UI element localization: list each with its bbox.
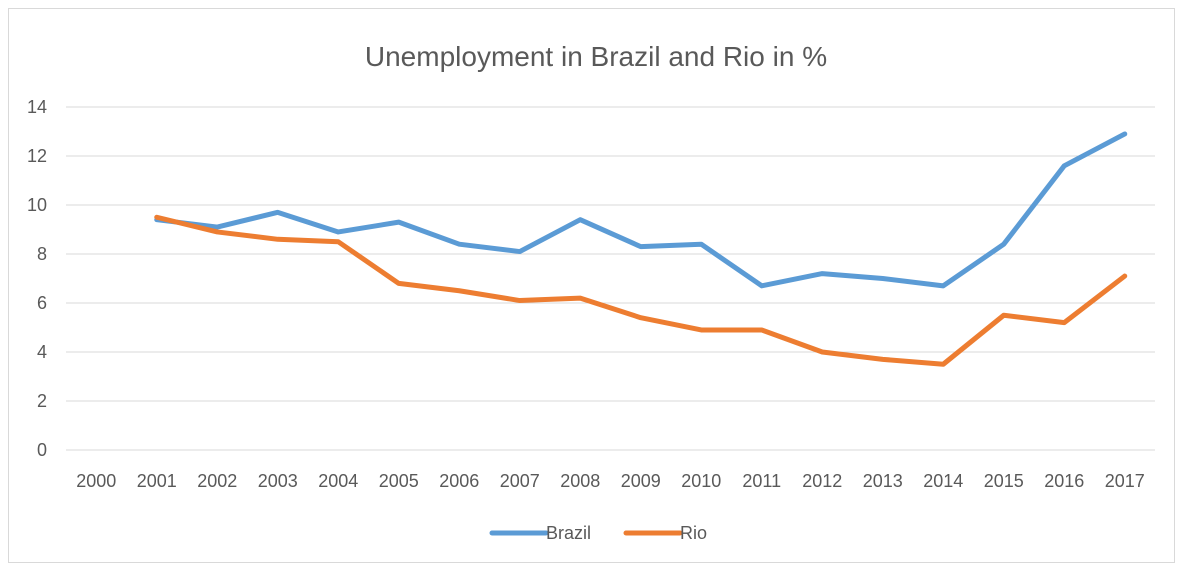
x-tick-label: 2004 bbox=[318, 471, 358, 491]
legend: Brazil Rio bbox=[489, 523, 707, 543]
y-axis-ticks: 0 2 4 6 8 10 12 14 bbox=[27, 97, 47, 460]
y-tick-label: 6 bbox=[37, 293, 47, 313]
y-tick-label: 0 bbox=[37, 440, 47, 460]
x-tick-label: 2009 bbox=[621, 471, 661, 491]
y-tick-label: 12 bbox=[27, 146, 47, 166]
y-tick-label: 14 bbox=[27, 97, 47, 117]
x-tick-label: 2003 bbox=[258, 471, 298, 491]
x-tick-label: 2000 bbox=[76, 471, 116, 491]
series-line-brazil bbox=[154, 131, 1128, 289]
x-axis-ticks: 2000 2001 2002 2003 2004 2005 2006 2007 2008 2009… bbox=[76, 471, 1145, 491]
x-tick-label: 2005 bbox=[379, 471, 419, 491]
series-line-rio bbox=[154, 214, 1128, 367]
x-tick-label: 2013 bbox=[863, 471, 903, 491]
x-tick-label: 2011 bbox=[742, 471, 781, 491]
x-tick-label: 2001 bbox=[137, 471, 177, 491]
legend-item-rio: Rio bbox=[623, 523, 707, 543]
x-tick-label: 2015 bbox=[984, 471, 1024, 491]
gridlines bbox=[66, 106, 1155, 451]
x-tick-label: 2002 bbox=[197, 471, 237, 491]
y-tick-label: 8 bbox=[37, 244, 47, 264]
y-tick-label: 2 bbox=[37, 391, 47, 411]
legend-label: Brazil bbox=[546, 523, 591, 543]
legend-label: Rio bbox=[680, 523, 707, 543]
x-tick-label: 2010 bbox=[681, 471, 721, 491]
y-tick-label: 4 bbox=[37, 342, 47, 362]
x-tick-label: 2017 bbox=[1105, 471, 1145, 491]
y-tick-label: 10 bbox=[27, 195, 47, 215]
x-tick-label: 2007 bbox=[500, 471, 540, 491]
x-tick-label: 2012 bbox=[802, 471, 842, 491]
x-tick-label: 2016 bbox=[1044, 471, 1084, 491]
legend-item-brazil: Brazil bbox=[489, 523, 591, 543]
x-tick-label: 2014 bbox=[923, 471, 963, 491]
x-tick-label: 2008 bbox=[560, 471, 600, 491]
x-tick-label: 2006 bbox=[439, 471, 479, 491]
series-lines bbox=[154, 131, 1128, 367]
chart-area bbox=[8, 8, 1175, 563]
chart-title: Unemployment in Brazil and Rio in % bbox=[365, 41, 827, 72]
